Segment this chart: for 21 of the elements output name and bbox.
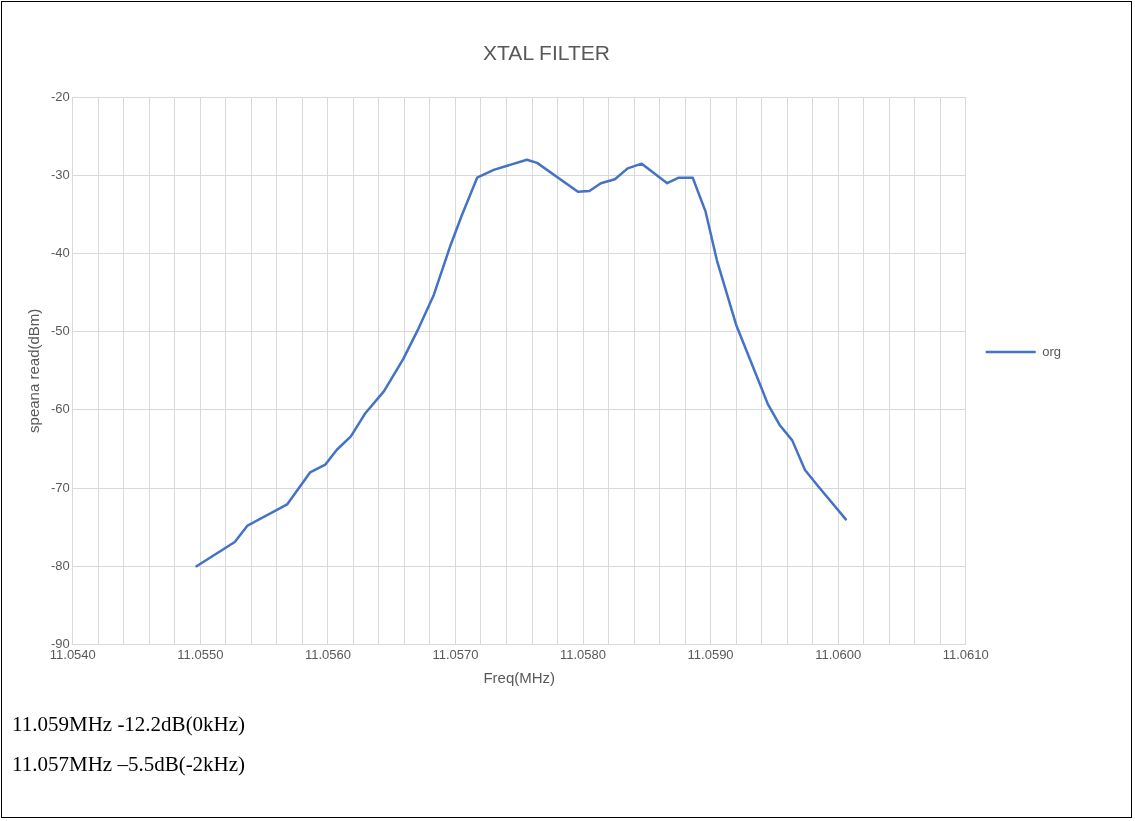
text: 11.057MHz –5.5dB(-2kHz) (12, 752, 246, 777)
x-tick-label: 11.0570 (432, 646, 479, 662)
y-tick-label: -20 (50, 88, 70, 104)
chart-title: XTAL FILTER (483, 41, 610, 65)
y-tick-label: -80 (50, 557, 70, 573)
y-tick-label: -90 (50, 635, 70, 651)
legend-label: org (1042, 343, 1062, 359)
x-tick-label: 11.0610 (942, 646, 989, 662)
x-tick-label: 11.0590 (687, 646, 734, 662)
x-tick-label: 11.0600 (815, 646, 862, 662)
x-tick-label: 11.0580 (560, 646, 607, 662)
y-tick-label: -40 (50, 245, 70, 261)
x-tick-label: 11.0560 (304, 646, 351, 662)
x-tick-label: 11.0550 (177, 646, 224, 662)
y-tick-label: -70 (50, 479, 70, 495)
text: 11.059MHz -12.2dB(0kHz) (12, 712, 246, 737)
y-tick-label: -50 (50, 323, 70, 339)
y-axis-title: speana read(dBm) (25, 308, 43, 433)
x-axis-title: Freq(MHz) (483, 669, 556, 687)
y-tick-label: -60 (50, 401, 70, 417)
y-tick-label: -30 (50, 166, 70, 182)
